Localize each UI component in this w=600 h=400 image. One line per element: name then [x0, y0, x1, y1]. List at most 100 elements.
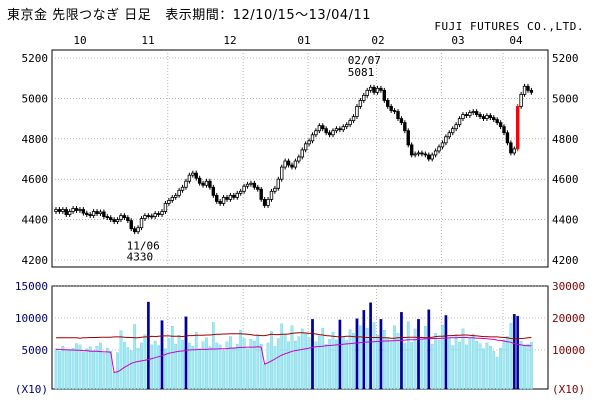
candle-body	[440, 142, 445, 148]
candle-body	[160, 211, 164, 215]
candle-body	[474, 111, 479, 115]
volume-bar	[324, 344, 328, 390]
price-tick-label-right: 4400	[552, 214, 579, 227]
volume-bar	[437, 340, 441, 390]
candle-body	[276, 178, 280, 189]
volume-bar	[478, 343, 482, 390]
candle-body	[386, 100, 390, 107]
candle-body	[457, 118, 462, 126]
month-tick-label: 02	[371, 34, 384, 47]
volume-bar	[188, 342, 191, 390]
candle-body	[129, 220, 133, 230]
candle-body	[95, 211, 99, 214]
volume-bar	[465, 344, 468, 390]
candle-body	[283, 160, 287, 168]
volume-bar	[85, 348, 89, 390]
volume-bar	[153, 340, 157, 390]
volume-bar	[54, 348, 58, 390]
candle-body	[433, 150, 438, 156]
candle-body	[461, 114, 465, 119]
volume-bar	[112, 372, 116, 390]
volume-bar	[273, 346, 277, 390]
price-tick-label-right: 4200	[552, 254, 579, 267]
candle-body	[119, 215, 123, 220]
candle-body	[344, 124, 349, 128]
volume-bar	[502, 339, 506, 390]
volume-bar	[485, 342, 489, 390]
volume-bar	[348, 329, 352, 390]
volume-bar	[119, 330, 123, 390]
month-tick-label: 01	[297, 34, 310, 47]
candle-body	[156, 213, 161, 215]
candle-body	[280, 166, 284, 180]
volume-bar	[253, 340, 256, 390]
volume-bar	[451, 345, 455, 390]
candle-body	[447, 132, 451, 138]
volume-bar	[410, 342, 414, 390]
volume-bar	[530, 342, 533, 390]
candle-body	[64, 209, 68, 215]
candle-body	[54, 209, 58, 212]
volume-ma-line	[56, 337, 532, 373]
volume-bar	[321, 328, 325, 390]
candle-body	[519, 93, 523, 107]
candle-body	[526, 85, 530, 91]
candle-body	[173, 194, 178, 198]
volume-bar	[58, 351, 61, 390]
candle-body	[317, 125, 322, 132]
annotation-date: 02/07	[348, 54, 381, 67]
volume-bar	[259, 344, 263, 390]
candle-body	[389, 106, 393, 111]
candle-body	[136, 227, 140, 233]
volume-bar	[335, 339, 338, 390]
volume-bar	[424, 326, 427, 390]
volume-bar	[427, 309, 431, 390]
candle-body	[167, 200, 171, 204]
candle-body	[488, 115, 493, 118]
volume-bar	[256, 334, 260, 390]
candle-body	[102, 211, 106, 217]
volume-bar	[143, 334, 147, 390]
candle-body	[115, 219, 120, 223]
open-interest-line	[56, 332, 532, 340]
candle-body	[509, 142, 513, 154]
volume-bar	[78, 344, 82, 390]
candle-body	[122, 215, 127, 218]
volume-bar	[235, 344, 239, 390]
company-label: FUJI FUTURES CO.,LTD.	[434, 20, 584, 33]
candle-body	[502, 126, 506, 134]
candle-body	[91, 211, 96, 216]
candle-body	[57, 209, 62, 212]
volume-bar	[492, 351, 496, 390]
candle-body	[132, 228, 137, 233]
volume-bar	[345, 340, 349, 390]
candle-body	[187, 174, 192, 182]
candle-body	[413, 153, 417, 156]
volume-bar	[488, 346, 492, 390]
candle-body	[478, 114, 482, 117]
candle-body	[522, 85, 527, 95]
volume-bar	[338, 319, 342, 390]
volume-bar	[184, 316, 188, 390]
candle-body	[423, 153, 428, 156]
volume-bar	[211, 322, 215, 390]
volume-bar	[499, 347, 502, 390]
volume-bar	[140, 342, 143, 390]
price-tick-label-left: 4200	[22, 254, 49, 267]
volume-bar	[362, 310, 366, 390]
candle-body	[348, 120, 352, 126]
volume-bar	[105, 347, 109, 390]
candle-body	[495, 119, 499, 124]
candle-body	[78, 209, 82, 211]
candle-body	[146, 215, 151, 217]
volume-bar	[205, 337, 208, 390]
candle-body	[232, 194, 236, 198]
candle-body	[372, 86, 376, 93]
candle-body	[204, 180, 209, 186]
volume-bar	[523, 344, 526, 390]
volume-bar	[417, 319, 420, 390]
candle-body	[307, 140, 311, 145]
volume-bar	[61, 346, 65, 390]
volume-bar	[287, 341, 290, 390]
